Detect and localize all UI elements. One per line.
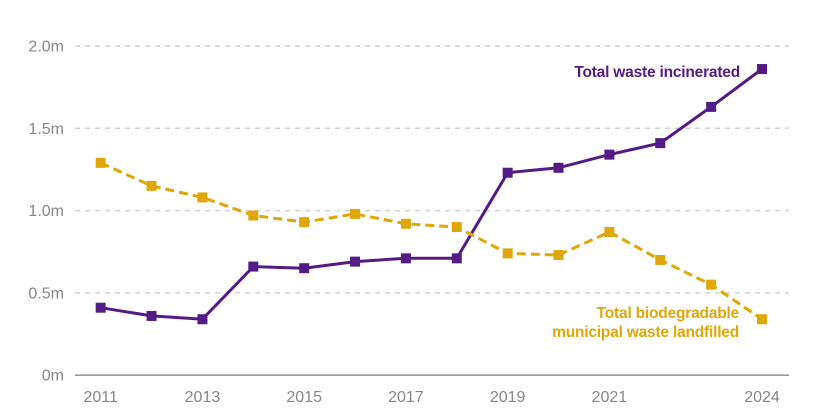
series-label: municipal waste landfilled [552,324,739,341]
x-axis-tick-label: 2011 [83,389,118,406]
data-point-marker [553,250,564,261]
data-point-marker [197,314,208,325]
y-axis-tick-label: 0m [42,368,64,385]
data-point-marker [95,157,106,168]
x-axis-tick-label: 2013 [185,389,221,406]
data-point-marker [451,222,462,233]
series-label: Total waste incinerated [574,64,740,81]
data-point-marker [248,261,259,272]
data-point-marker [706,101,717,112]
data-point-marker [553,162,564,173]
data-point-marker [299,217,310,228]
data-point-marker [604,149,615,160]
y-axis-tick-label: 1.0m [28,203,64,220]
series-line-0 [100,67,763,321]
data-point-marker [655,254,666,265]
data-point-marker [146,310,157,321]
data-point-marker [146,180,157,191]
data-point-marker [757,64,768,75]
data-point-marker [299,263,310,274]
x-axis-tick-label: 2019 [490,389,526,406]
y-axis-tick-label: 2.0m [28,39,64,56]
x-axis-tick-label: 2017 [388,389,424,406]
data-point-marker [350,208,361,219]
data-point-marker [197,192,208,203]
data-point-marker [757,314,768,325]
series-label: Total biodegradable [597,305,740,322]
data-point-marker [400,253,411,264]
series-line-1 [100,161,763,321]
data-point-marker [350,256,361,267]
x-axis-tick-label: 2015 [286,389,322,406]
data-point-marker [95,302,106,313]
data-point-marker [451,253,462,264]
x-axis-tick-label: 2021 [592,389,628,406]
data-point-marker [248,210,259,221]
data-point-marker [655,138,666,149]
x-axis-tick-label: 2024 [744,389,780,406]
data-point-marker [604,226,615,237]
y-axis-tick-label: 0.5m [28,285,64,302]
y-axis-tick-label: 1.5m [28,121,64,138]
data-point-marker [706,279,717,290]
data-point-marker [502,167,513,178]
data-point-marker [502,248,513,259]
data-point-marker [400,218,411,229]
